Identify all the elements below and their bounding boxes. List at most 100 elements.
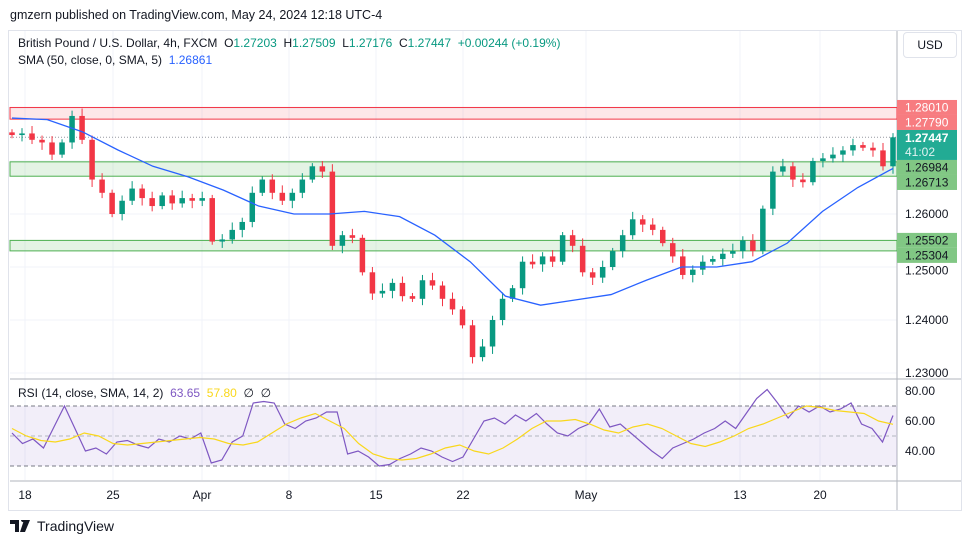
candle-up [720,253,726,260]
candle-up [389,282,396,291]
candle-up [479,346,486,358]
candle-up [760,208,766,252]
time-tick-label: 8 [286,488,293,502]
candle-down [29,133,35,140]
candle-up [780,166,786,172]
rsi-legend: RSI (14, close, SMA, 14, 2) 63.65 57.80 … [18,386,271,400]
candle-down [409,296,416,299]
candle-down [870,147,876,151]
candle-up [199,198,205,201]
time-tick-label: 20 [813,488,827,502]
candle-down [750,240,756,252]
symbol-legend: British Pound / U.S. Dollar, 4h, FXCM O 1… [18,35,560,69]
candle-down [329,171,336,246]
candle-up [619,235,626,252]
candle-up [69,115,75,143]
support-zone [9,161,898,177]
zone-price-label: 1.27790 [905,115,949,129]
currency-button[interactable]: USD [903,32,957,58]
rsi-tick-label: 40.00 [905,444,935,458]
time-tick-label: 13 [733,488,747,502]
zone-price-tag [897,247,957,263]
candle-down [169,195,175,204]
candle-down [139,188,145,199]
time-tick-label: 15 [369,488,383,502]
candle-down [800,179,806,183]
time-tick-label: 22 [456,488,470,502]
resistance-zone [9,106,898,120]
sma-line [11,117,894,306]
candle-up [770,171,776,209]
bar-countdown: 41:02 [905,145,935,159]
candle-down [109,192,115,214]
rsi-sma-value: 57.80 [206,386,237,400]
candle-up [890,137,896,167]
footer-brand[interactable]: TradingView [10,518,114,534]
candle-up [850,145,856,151]
price-tick-label: 1.24000 [905,313,949,327]
candle-down [49,142,55,155]
high-label: H [283,36,293,50]
candle-down [39,139,45,143]
open-label: O [224,36,234,50]
candle-up [489,320,496,347]
candle-down [439,285,446,299]
candle-up [309,166,316,180]
time-tick-label: 25 [106,488,120,502]
zone-price-tag [897,174,957,190]
candle-up [239,221,246,230]
rsi-value: 63.65 [170,386,201,400]
candle-down [459,309,466,326]
candle-up [740,240,746,252]
candle-down [269,179,276,193]
zone-price-tag [897,232,957,248]
candle-down [399,282,406,297]
candle-up [179,198,185,204]
zone-price-tag [897,99,957,115]
symbol-title[interactable]: British Pound / U.S. Dollar, 4h, FXCM [18,36,218,50]
candle-down [569,235,576,246]
candle-down [469,325,476,358]
candle-down [9,132,15,136]
candle-up [820,158,826,161]
rsi-line [11,388,894,467]
candle-up [249,192,256,222]
candle-down [589,272,596,278]
candle-down [369,272,376,294]
close-label: C [398,36,408,50]
candle-down [790,166,796,180]
candle-down [579,245,586,273]
candle-up [519,261,526,289]
candle-down [529,261,536,265]
zone-price-label: 1.28010 [905,100,949,114]
candle-down [669,243,676,257]
candle-down [860,145,866,148]
candle-up [499,298,506,320]
price-tick-label: 1.23000 [905,366,949,380]
close-value: 1.27447 [407,36,452,50]
publish-info: gmzern published on TradingView.com, May… [10,8,383,22]
rsi-na-2: ∅ [260,386,272,400]
last-price-label: 1.27447 [905,131,949,145]
low-label: L [342,36,349,50]
rsi-label[interactable]: RSI (14, close, SMA, 14, 2) [18,386,164,400]
zone-price-label: 1.26984 [905,160,949,174]
candle-down [659,229,666,244]
candle-up [229,229,236,240]
candle-down [680,256,686,275]
candle-down [209,198,215,242]
candle-up [700,261,706,270]
time-tick-label: 18 [18,488,32,502]
candle-down [99,179,105,193]
candle-down [449,298,456,310]
time-tick-label: May [575,488,598,502]
sma-label[interactable]: SMA (50, close, 0, SMA, 5) [18,53,163,67]
candle-up [299,179,306,193]
change-value: +0.00244 (+0.19%) [457,36,561,50]
candle-down [349,235,356,238]
candle-up [19,133,25,136]
candle-up [509,288,516,299]
candle-up [599,267,606,278]
candle-up [629,219,636,236]
